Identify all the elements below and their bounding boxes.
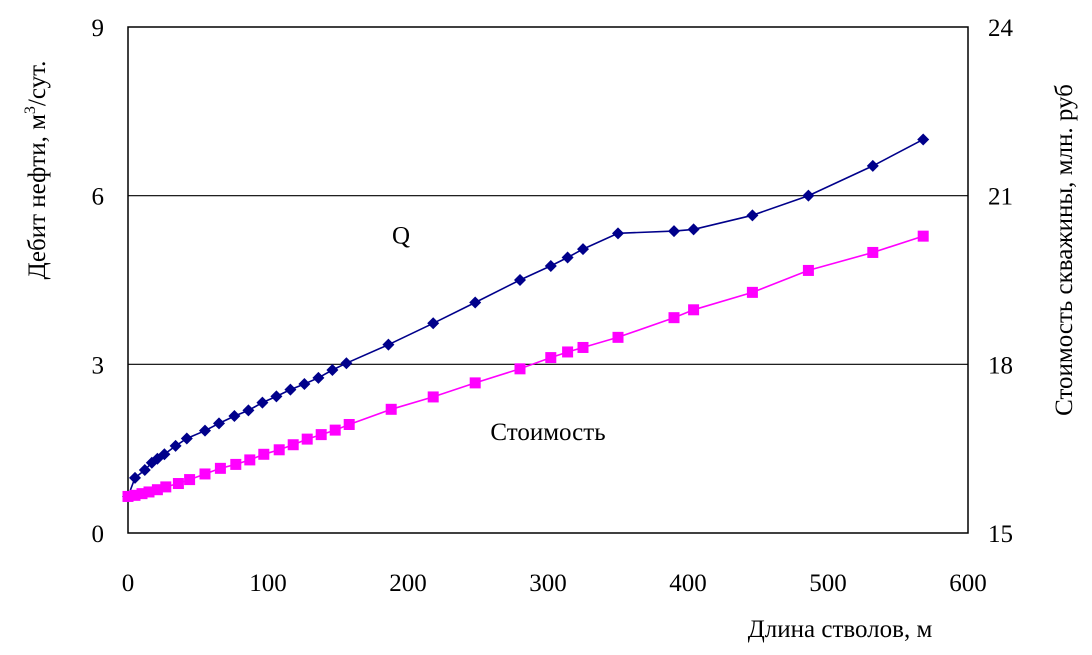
data-point-cost: [802, 264, 814, 276]
plot-area-frame: [127, 26, 969, 534]
data-point-cost: [514, 363, 526, 375]
x-tick-label: 500: [809, 570, 847, 597]
data-point-q: [866, 159, 879, 172]
y-axis-title-main: Дебит нефти, м: [24, 114, 51, 280]
y-axis-title-sup: 3: [22, 106, 39, 114]
y-axis-title: Дебит нефти, м3/сут.: [22, 61, 51, 280]
data-point-cost: [867, 246, 879, 258]
data-point-cost: [746, 286, 758, 298]
data-point-cost: [545, 352, 557, 364]
data-point-q: [802, 189, 815, 202]
data-point-cost: [199, 468, 211, 480]
data-point-q: [340, 357, 353, 370]
annotations-layer: Q Стоимость: [392, 222, 606, 446]
data-point-q: [561, 251, 574, 264]
gridlines: [128, 195, 968, 365]
y-tick-label: 6: [92, 184, 105, 211]
data-point-q: [382, 338, 395, 351]
data-point-cost: [562, 346, 574, 358]
x-tick-label: 300: [529, 570, 567, 597]
data-point-cost: [244, 454, 256, 466]
data-point-cost: [151, 484, 163, 496]
data-point-q: [129, 471, 141, 484]
data-point-cost: [329, 424, 341, 436]
data-point-q: [746, 209, 759, 222]
data-point-q: [514, 274, 526, 286]
data-point-q: [256, 396, 269, 409]
y-axis-title-tail: /сут.: [24, 61, 51, 107]
data-point-q: [298, 378, 311, 391]
data-point-q: [199, 424, 211, 437]
data-point-cost: [214, 462, 226, 474]
data-point-cost: [129, 489, 141, 501]
data-point-q: [668, 225, 680, 238]
data-point-cost: [172, 478, 184, 490]
series-layer: [122, 133, 930, 503]
y2-tick-label: 21: [988, 184, 1013, 211]
data-point-q: [213, 417, 225, 430]
data-point-q: [158, 448, 171, 461]
data-point-cost: [136, 488, 148, 500]
data-point-cost: [273, 444, 285, 456]
data-point-q: [312, 371, 325, 384]
data-point-q: [228, 410, 241, 423]
data-point-q: [169, 439, 182, 452]
x-tick-label: 200: [389, 570, 427, 597]
data-point-cost: [688, 304, 700, 316]
x-axis-title: Длина стволов, м: [748, 616, 933, 643]
x-tick-label: 100: [249, 570, 287, 597]
annotation-label: Стоимость: [490, 419, 605, 446]
data-point-cost: [385, 403, 397, 415]
data-point-cost: [143, 486, 155, 498]
ticks-layer: 0 100 200 300 400 500 600 0 3 6 9 15 18 21 24: [92, 15, 1014, 597]
y2-tick-label: 18: [988, 352, 1013, 379]
y2-tick-label: 24: [988, 15, 1014, 42]
annotation-label: Q: [392, 222, 410, 249]
x-tick-label: 0: [122, 570, 135, 597]
data-point-q: [612, 227, 624, 240]
data-point-q: [469, 296, 482, 309]
data-point-cost: [301, 433, 313, 445]
data-point-cost: [287, 439, 299, 451]
data-point-q: [284, 383, 297, 396]
data-point-cost: [612, 331, 624, 343]
x-tick-label: 600: [949, 570, 987, 597]
data-point-cost: [122, 490, 134, 502]
data-point-cost: [160, 481, 172, 493]
data-point-cost: [230, 458, 242, 470]
data-point-q: [917, 133, 930, 146]
data-point-q: [242, 404, 255, 417]
data-point-cost: [315, 429, 327, 441]
data-point-q: [270, 390, 283, 403]
data-point-q: [326, 363, 339, 376]
data-point-q: [687, 223, 700, 236]
y2-tick-label: 15: [988, 521, 1013, 548]
data-point-q: [138, 464, 151, 477]
x-tick-label: 400: [669, 570, 707, 597]
data-point-cost: [577, 341, 589, 353]
data-point-cost: [258, 448, 270, 460]
data-point-q: [427, 317, 440, 330]
data-point-cost: [343, 418, 355, 430]
y2-axis-title: Стоимость скважины, млн. руб: [1051, 84, 1078, 416]
data-point-cost: [469, 377, 481, 389]
data-point-cost: [184, 474, 196, 486]
data-point-q: [577, 243, 589, 256]
data-point-cost: [917, 230, 929, 242]
data-point-q: [180, 432, 193, 445]
data-point-cost: [668, 312, 680, 324]
y-tick-label: 0: [92, 521, 105, 548]
data-point-q: [544, 259, 557, 272]
y-tick-label: 9: [92, 15, 105, 42]
data-point-cost: [427, 391, 439, 403]
y-tick-label: 3: [92, 352, 105, 379]
